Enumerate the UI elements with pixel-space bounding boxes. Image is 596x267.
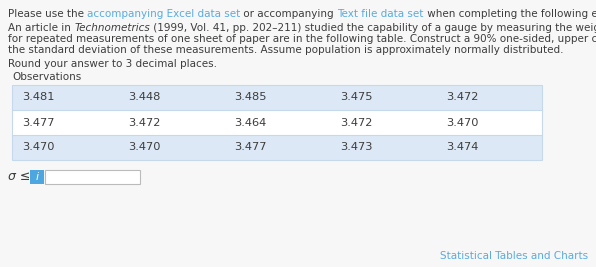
Text: i: i [35, 172, 39, 182]
Text: accompanying Excel data set: accompanying Excel data set [87, 9, 241, 19]
Text: 3.470: 3.470 [446, 117, 479, 128]
Text: 3.477: 3.477 [22, 117, 54, 128]
Text: 3.464: 3.464 [234, 117, 266, 128]
Text: Statistical Tables and Charts: Statistical Tables and Charts [440, 251, 588, 261]
Text: the standard deviation of these measurements. Assume population is approximately: the standard deviation of these measurem… [8, 45, 563, 55]
Bar [12, 85, 542, 110]
Text: 3.472: 3.472 [446, 92, 479, 103]
Bar [30, 170, 44, 184]
Text: 3.472: 3.472 [128, 117, 160, 128]
Text: 3.477: 3.477 [234, 143, 266, 152]
Text: Please use the: Please use the [8, 9, 87, 19]
Text: Technometrics: Technometrics [74, 23, 150, 33]
Text: when completing the following exercise.: when completing the following exercise. [424, 9, 596, 19]
Text: 3.473: 3.473 [340, 143, 372, 152]
Bar [45, 170, 140, 184]
Text: σ ≤: σ ≤ [8, 170, 30, 183]
Text: 3.470: 3.470 [22, 143, 54, 152]
Text: 3.472: 3.472 [340, 117, 372, 128]
Text: Observations: Observations [12, 72, 81, 82]
Text: 3.474: 3.474 [446, 143, 479, 152]
Text: Round your answer to 3 decimal places.: Round your answer to 3 decimal places. [8, 59, 217, 69]
Text: Text file data set: Text file data set [337, 9, 424, 19]
Text: or accompanying: or accompanying [241, 9, 337, 19]
Text: 3.481: 3.481 [22, 92, 54, 103]
Text: 3.470: 3.470 [128, 143, 160, 152]
Text: 3.448: 3.448 [128, 92, 160, 103]
Text: (1999, Vol. 41, pp. 202–211) studied the capability of a gauge by measuring the : (1999, Vol. 41, pp. 202–211) studied the… [150, 23, 596, 33]
Text: for repeated measurements of one sheet of paper are in the following table. Cons: for repeated measurements of one sheet o… [8, 34, 596, 44]
Bar [12, 85, 542, 160]
Bar [12, 135, 542, 160]
Text: 3.475: 3.475 [340, 92, 372, 103]
Text: An article in: An article in [8, 23, 74, 33]
Bar [12, 110, 542, 135]
Text: 3.485: 3.485 [234, 92, 266, 103]
